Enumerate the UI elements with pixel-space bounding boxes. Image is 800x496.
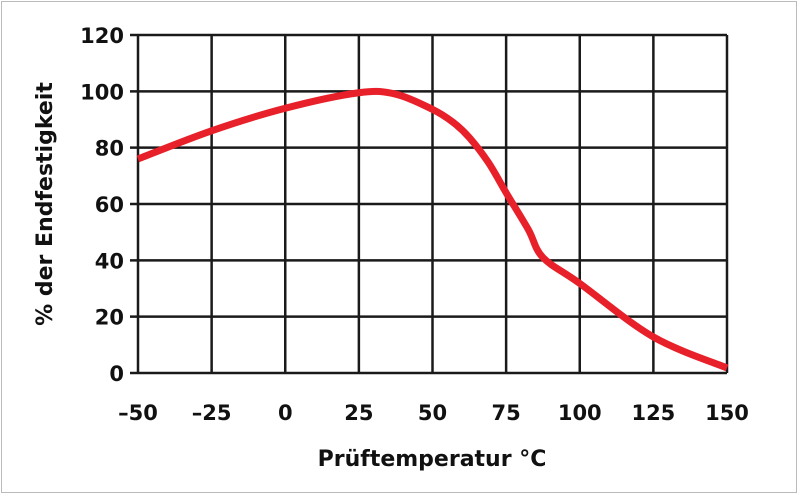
y-axis-label: % der Endfestigkeit — [33, 82, 58, 326]
y-tick-label: 60 — [95, 193, 124, 217]
y-tick-label: 0 — [109, 362, 124, 386]
x-tick-label: –25 — [192, 401, 232, 425]
x-tick-label: 25 — [344, 401, 373, 425]
x-tick-label: 125 — [631, 401, 675, 425]
series-line — [136, 87, 729, 372]
x-tick-label: 50 — [418, 401, 447, 425]
x-axis-label: Prüftemperatur °C — [318, 447, 547, 472]
series-group — [136, 87, 729, 372]
y-tick-label: 40 — [95, 249, 124, 273]
x-tick-label: 0 — [278, 401, 293, 425]
grid — [130, 33, 729, 375]
x-tick-label: 150 — [705, 401, 749, 425]
y-tick-label: 100 — [80, 80, 124, 104]
y-tick-labels: 0 20 40 60 80 100 120 — [80, 24, 124, 386]
y-tick-label: 120 — [80, 24, 124, 48]
y-tick-label: 20 — [95, 306, 124, 330]
x-tick-labels: –50 –25 0 25 50 75 100 125 150 — [118, 401, 749, 425]
x-tick-label: 100 — [558, 401, 602, 425]
y-tick-label: 80 — [95, 137, 124, 161]
x-tick-label: –50 — [118, 401, 158, 425]
x-tick-label: 75 — [492, 401, 521, 425]
